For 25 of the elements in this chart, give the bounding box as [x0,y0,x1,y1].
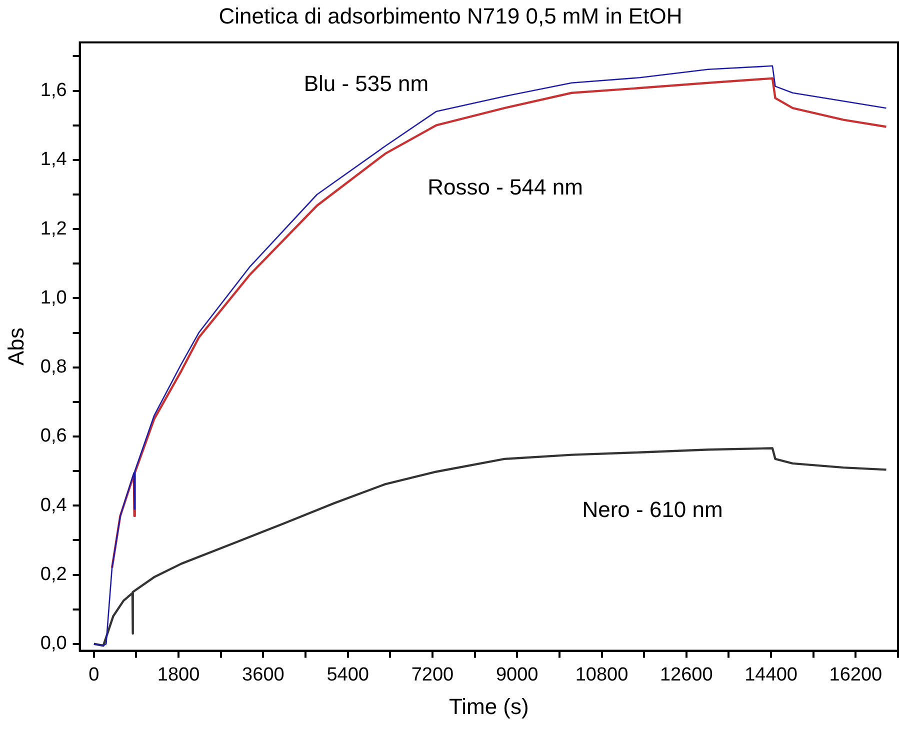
y-tick-label: 1,6 [40,80,67,102]
x-tick-label: 16200 [829,664,882,686]
y-tick-label: 1,0 [40,287,67,308]
y-tick-label: 0,4 [40,494,68,516]
x-tick-label: 3600 [242,664,284,686]
x-tick-label: 14400 [744,664,798,686]
x-tick-label: 7200 [411,664,454,686]
x-tick-label: 0 [88,664,100,686]
x-tick-label: 5400 [326,664,369,686]
x-tick-label: 12600 [660,664,713,686]
x-tick-label: 9000 [496,664,538,686]
y-axis-title: Abs [3,328,28,366]
y-tick-label: 1,4 [40,149,68,170]
y-tick-label: 0,0 [40,633,67,654]
y-tick-label: 0,6 [40,426,67,447]
x-tick-label: 1800 [157,664,200,686]
y-tick-label: 1,2 [40,218,67,240]
series-label: Rosso - 544 nm [428,174,583,200]
chart-title: Cinetica di adsorbimento N719 0,5 mM in EtOH [218,3,682,28]
series-label: Nero - 610 nm [582,496,723,522]
x-tick-label: 10800 [575,664,628,686]
x-axis-title: Time (s) [448,694,529,719]
y-tick-label: 0,2 [40,564,67,585]
y-tick-label: 0,8 [40,356,67,378]
series-label: Blu - 535 nm [304,71,429,96]
